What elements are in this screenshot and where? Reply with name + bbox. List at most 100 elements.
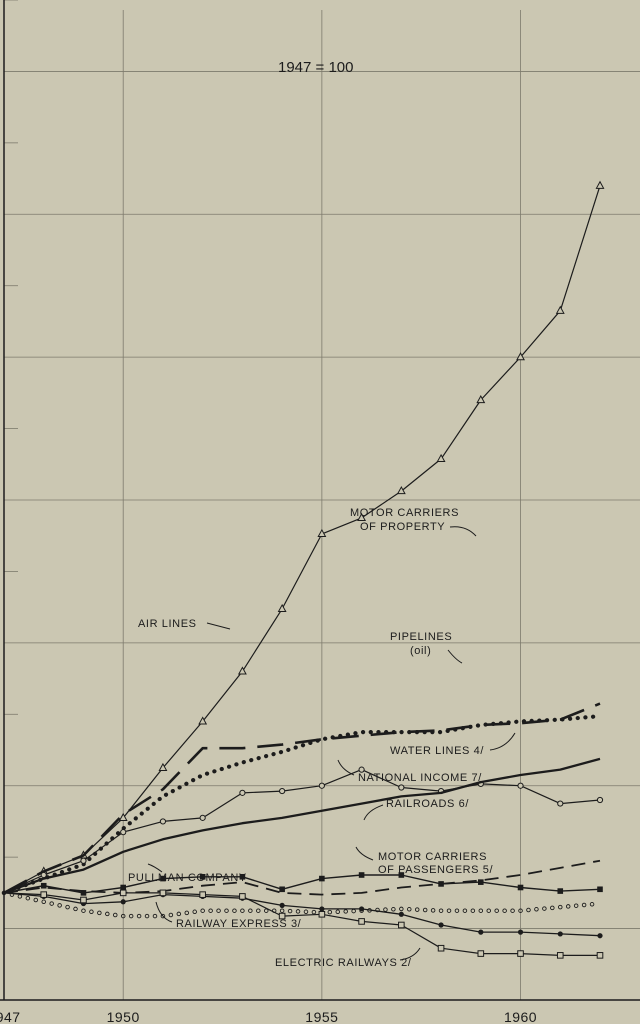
series-dot [168, 912, 174, 918]
series-motor-carriers-of-passengers-5 [3, 859, 601, 896]
data-point [478, 879, 484, 885]
series-dot [287, 908, 293, 914]
series-line [3, 185, 601, 894]
series-dot [462, 908, 468, 913]
series-dot [486, 908, 491, 913]
label-pipelines-1: PIPELINES [390, 631, 452, 643]
series-dot [128, 913, 134, 919]
series-dot [534, 907, 539, 912]
data-point [597, 886, 603, 893]
series-dot [248, 908, 253, 913]
data-point [556, 952, 564, 959]
data-point [557, 800, 564, 807]
data-point [436, 453, 446, 463]
label-water-lines: WATER LINES 4/ [390, 745, 484, 757]
data-point [40, 882, 47, 889]
series-line [3, 757, 601, 894]
data-point [80, 890, 87, 896]
data-point [517, 929, 524, 935]
leader-railroads [363, 804, 384, 821]
series-dot [573, 903, 579, 908]
series-dot [502, 908, 507, 913]
series-dot [89, 909, 94, 915]
series-dot [399, 906, 404, 912]
series-dot [311, 909, 317, 915]
series-dot [438, 908, 444, 913]
data-point [118, 812, 128, 821]
x-tick-label: 1955 [305, 1009, 338, 1024]
series-dot [184, 910, 190, 916]
label-motor-carriers-passengers-1: MOTOR CARRIERS [378, 851, 487, 863]
data-point [358, 766, 365, 773]
leader-water-lines [489, 732, 516, 751]
label-motor-carriers-property-2: OF PROPERTY [360, 521, 445, 533]
data-point [438, 922, 444, 928]
leader-national-income [337, 759, 355, 776]
series-line [3, 859, 601, 896]
series-water-lines-4 [3, 766, 604, 894]
data-point [40, 891, 48, 898]
series-dot [383, 907, 388, 912]
leader-air-lines [206, 622, 231, 630]
series-dot [589, 902, 595, 907]
series-dot [105, 911, 110, 917]
data-point [396, 486, 406, 495]
leader-motor-carriers-passengers [355, 846, 374, 861]
data-point [398, 921, 405, 929]
leader-pullman-company [147, 863, 163, 873]
data-point [478, 929, 484, 935]
series-railway-express-3 [1, 890, 595, 919]
series-dot [65, 904, 70, 910]
series-dot [192, 909, 197, 915]
series-dot [454, 908, 460, 913]
data-point [317, 528, 327, 538]
series-dot [33, 897, 39, 903]
data-point [358, 918, 365, 925]
series-dot [303, 909, 309, 915]
series-dot [176, 911, 182, 917]
data-point [277, 603, 287, 613]
series-dot [73, 906, 78, 912]
series-line [1, 714, 603, 895]
data-point [557, 931, 563, 937]
series-layer [1, 180, 605, 959]
series-dot [240, 908, 245, 913]
label-pullman-company: PULLMAN COMPANY [128, 872, 247, 884]
leader-pipelines [447, 649, 463, 664]
data-point [516, 352, 525, 361]
data-point [239, 873, 246, 880]
series-dot [263, 908, 269, 913]
series-dot [550, 905, 555, 911]
data-point [159, 889, 167, 897]
label-electric-railways: ELECTRIC RAILWAYS 2/ [275, 957, 412, 969]
series-electric-railways-2 [3, 889, 604, 959]
label-pipelines-2: (oil) [410, 645, 431, 657]
x-tick-labels: 19471950195519601965 [0, 1009, 537, 1024]
data-point [517, 950, 524, 957]
series-dot [113, 912, 118, 918]
series-dot [57, 903, 62, 908]
series-national-income-7 [3, 757, 601, 894]
data-point [318, 910, 326, 918]
series-dot [391, 907, 396, 912]
label-railway-express: RAILWAY EXPRESS 3/ [176, 918, 302, 930]
series-dot [478, 908, 484, 913]
data-point [358, 872, 365, 878]
data-point [40, 871, 47, 879]
data-point [477, 950, 485, 957]
leader-electric-railways [399, 947, 421, 961]
series-dot [446, 908, 452, 913]
data-point [357, 512, 367, 521]
series-dot [160, 913, 166, 919]
series-dot [97, 910, 102, 916]
data-point [557, 888, 564, 894]
series-dot [224, 908, 229, 913]
data-point [160, 875, 166, 882]
series-dot [120, 913, 126, 919]
data-point [318, 782, 325, 789]
series-dot [256, 908, 261, 913]
series-dot [17, 894, 23, 899]
data-point [279, 902, 285, 908]
data-point [237, 666, 247, 675]
series-dot [422, 907, 428, 913]
